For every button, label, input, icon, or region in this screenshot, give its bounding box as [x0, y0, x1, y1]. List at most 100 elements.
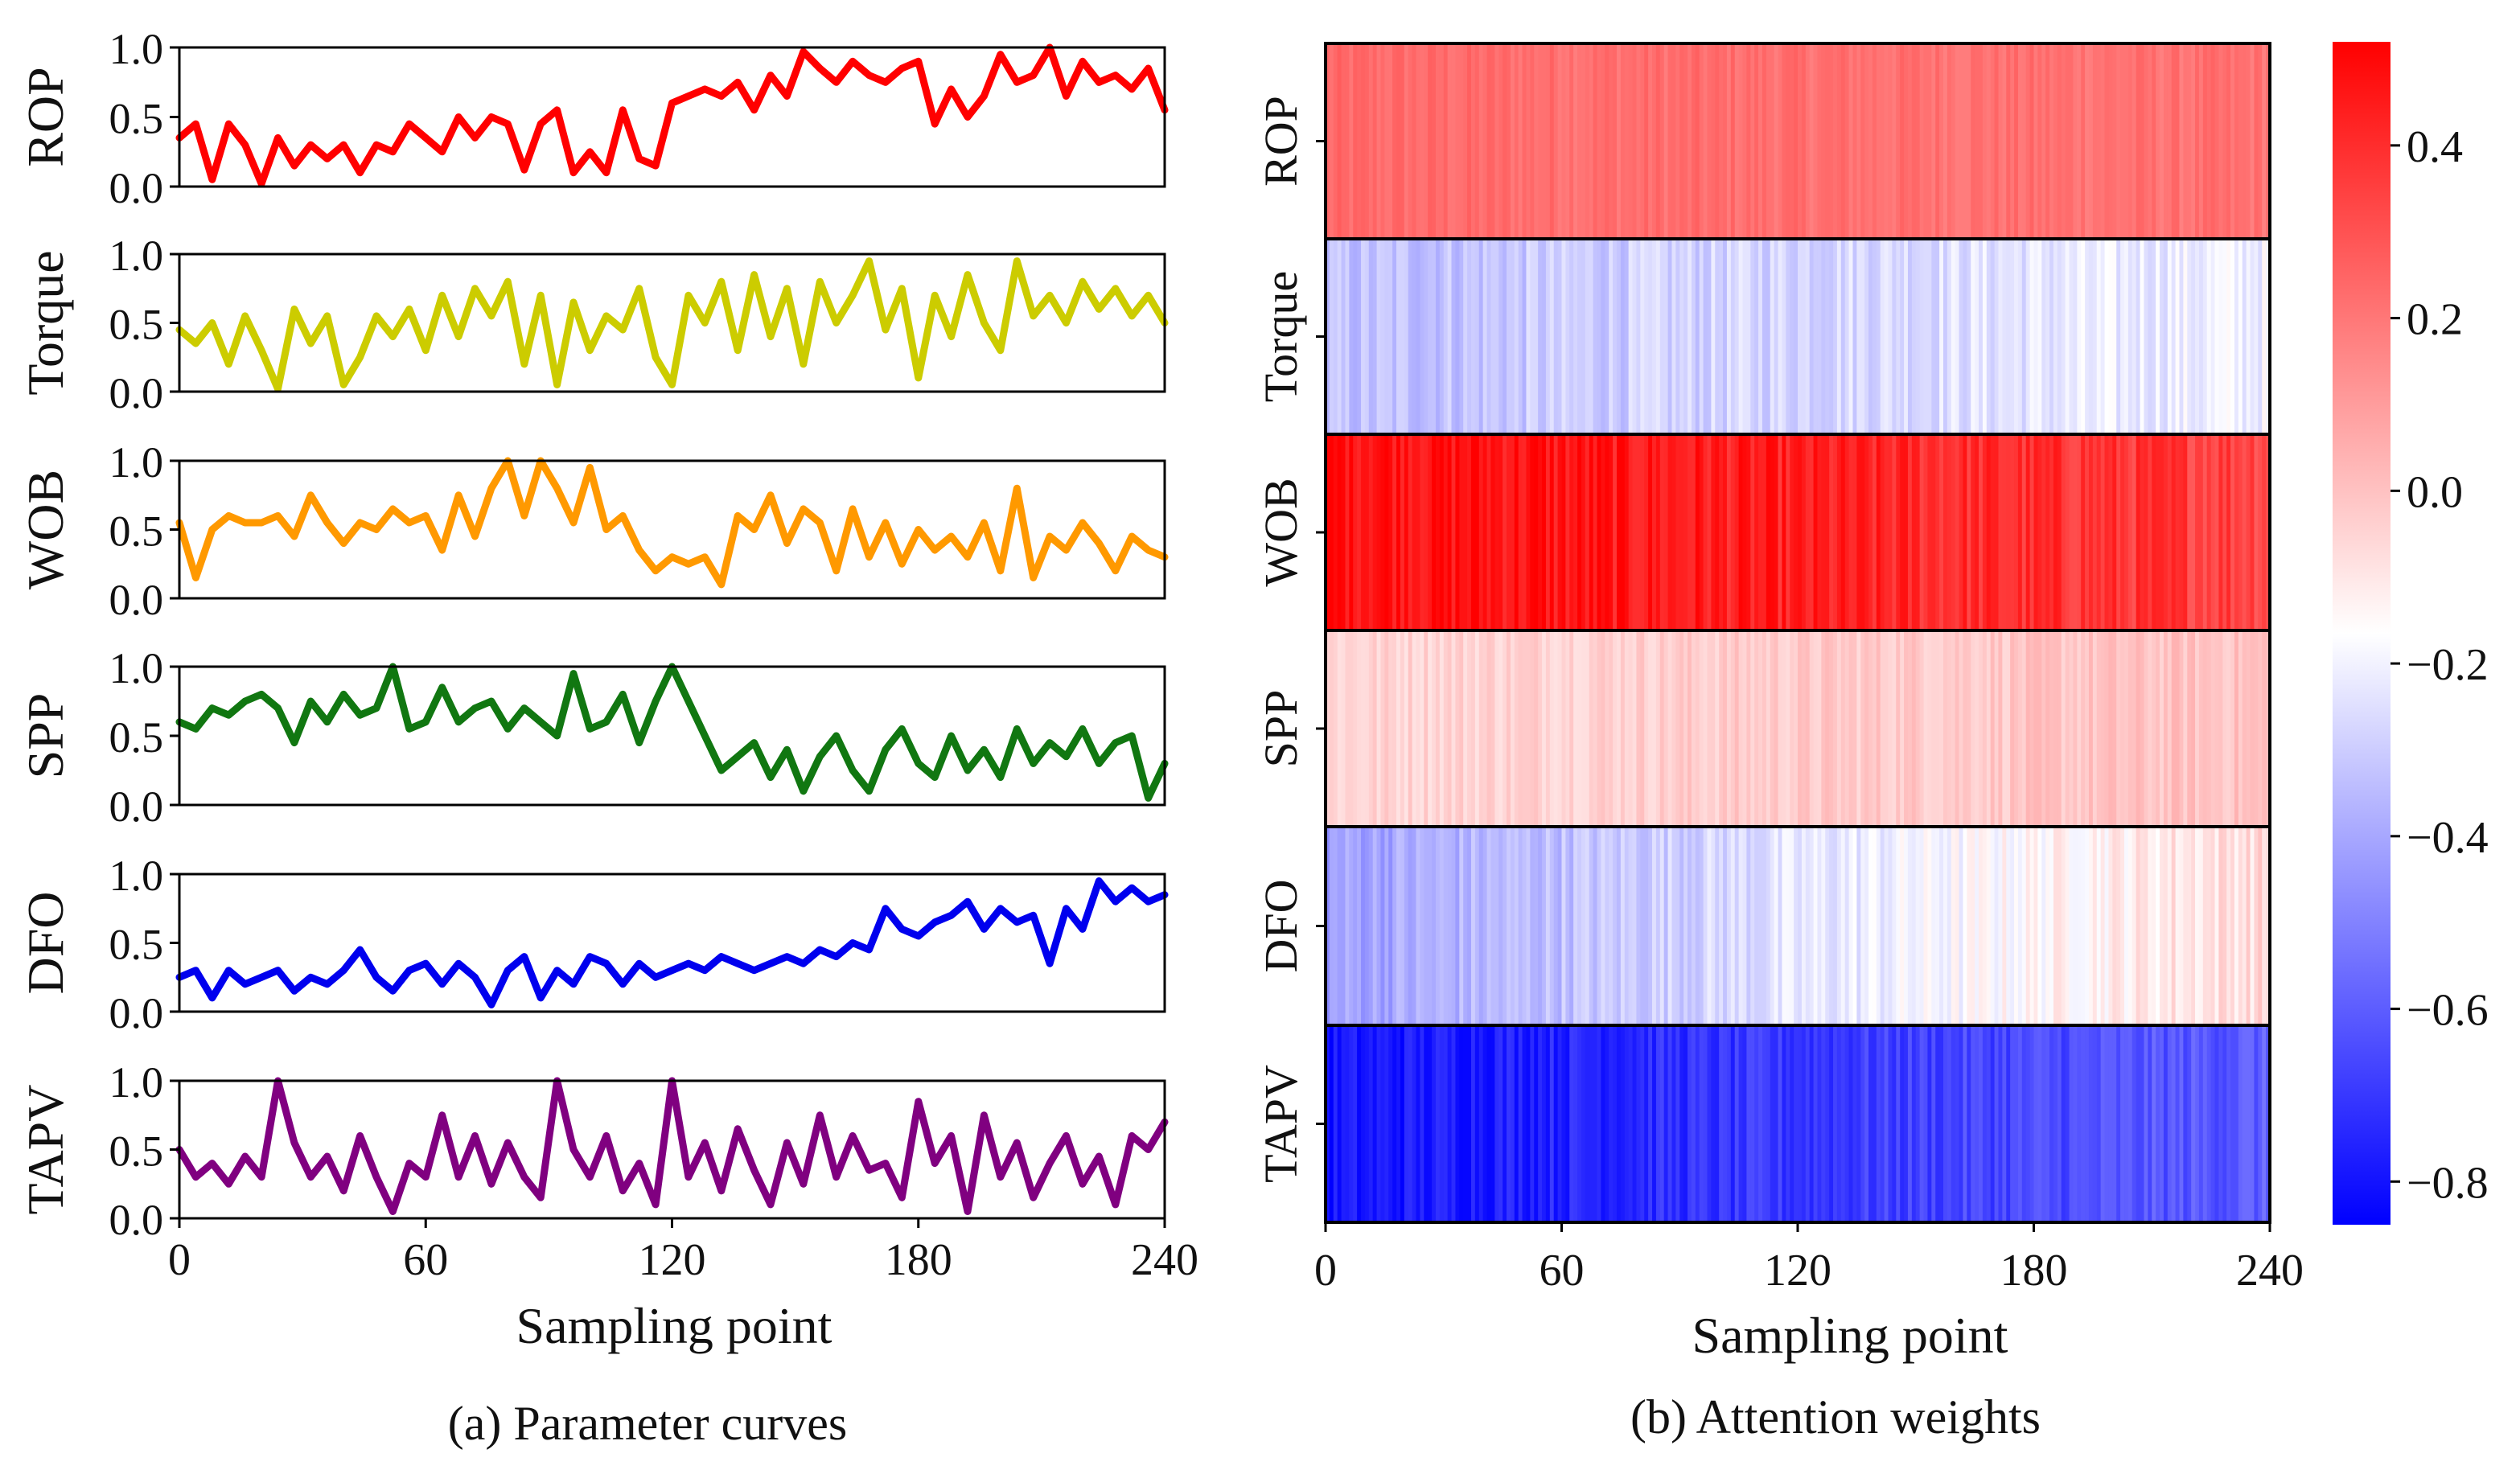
heatmap-cell [1719, 434, 1724, 630]
heatmap-cell [1762, 630, 1767, 827]
heatmap-cell [2195, 43, 2200, 239]
heatmap-cell [2175, 239, 2181, 434]
heatmap-cell [1467, 1025, 1472, 1222]
heatmap-cell [1711, 827, 1716, 1025]
heatmap-cell [1868, 43, 1873, 239]
heatmap-cell [1726, 1025, 1732, 1222]
heatmap-cell [2029, 827, 2035, 1025]
heatmap-cell [1880, 1025, 1885, 1222]
heatmap-cell [1486, 630, 1492, 827]
heatmap-cell [1671, 1025, 1676, 1222]
heatmap-cell [1652, 827, 1657, 1025]
heatmap-cell [2195, 1025, 2200, 1222]
heatmap-cell [1573, 43, 1578, 239]
heatmap-cell [1683, 434, 1688, 630]
heatmap-cell [1770, 434, 1775, 630]
heatmap-cell [2100, 1025, 2106, 1222]
heatmap-cell [1825, 43, 1830, 239]
heatmap-cell [1593, 239, 1598, 434]
heatmap-cell [1577, 43, 1582, 239]
heatmap-cell [1707, 434, 1712, 630]
heatmap-cell [1939, 434, 1944, 630]
heatmap-cell [1463, 43, 1468, 239]
x-tick-label: 120 [1764, 1246, 1831, 1295]
heatmap-cell [1979, 239, 1984, 434]
heatmap-cell [1942, 1025, 1948, 1222]
heatmap-row-tapv: TAPV [1255, 1024, 2271, 1224]
heatmap-cell [1573, 434, 1578, 630]
heatmap-cell [2175, 43, 2181, 239]
heatmap-cell [1663, 1025, 1669, 1222]
heatmap-cell [1628, 434, 1634, 630]
heatmap-cell [1494, 630, 1499, 827]
heatmap-cell [1577, 434, 1582, 630]
heatmap-cell [2029, 43, 2035, 239]
heatmap-cell [2092, 630, 2098, 827]
heatmap-cell [2202, 239, 2208, 434]
heatmap-cell [1337, 43, 1342, 239]
heatmap-cell [2053, 827, 2058, 1025]
heatmap-cell [1428, 1025, 1433, 1222]
heatmap-cell [1872, 827, 1877, 1025]
heatmap-cell [1691, 1025, 1696, 1222]
heatmap-cell [2002, 1025, 2007, 1222]
heatmap-cell [1624, 434, 1630, 630]
colorbar-tick-label: −0.4 [2407, 813, 2489, 863]
heatmap-cell [2222, 827, 2227, 1025]
heatmap-cell [2246, 239, 2251, 434]
heatmap-cell [1432, 43, 1437, 239]
heatmap-cell [1357, 239, 1362, 434]
heatmap-cell [2085, 827, 2090, 1025]
heatmap-cell [1474, 434, 1480, 630]
heatmap-cell [1746, 630, 1751, 827]
heatmap-cell [1364, 434, 1370, 630]
heatmap-cell [1490, 434, 1495, 630]
heatmap-cell [1613, 239, 1618, 434]
heatmap-cell [1396, 239, 1401, 434]
heatmap-cell [1754, 630, 1759, 827]
heatmap-cell [2010, 630, 2015, 827]
heatmap-cell [1904, 630, 1909, 827]
heatmap-cell [1766, 239, 1771, 434]
heatmap-cell [2266, 630, 2271, 827]
heatmap-cell [1900, 827, 1905, 1025]
heatmap-cell [1931, 434, 1936, 630]
heatmap-cell [1758, 434, 1763, 630]
heatmap-cell [1530, 43, 1535, 239]
heatmap-cell [2238, 827, 2243, 1025]
heatmap-cell [1801, 434, 1807, 630]
heatmap-cell [1750, 43, 1755, 239]
heatmap-cell [2002, 630, 2007, 827]
heatmap-cell [1892, 630, 1897, 827]
series-line-rop [175, 43, 1169, 187]
heatmap-cell [1624, 239, 1630, 434]
heatmap-cell [1326, 239, 1330, 434]
x-tick-label: 180 [2000, 1246, 2068, 1295]
heatmap-cell [1659, 43, 1665, 239]
heatmap-cell [1939, 630, 1944, 827]
heatmap-cell [1404, 1025, 1409, 1222]
heatmap-cell [1813, 43, 1819, 239]
heatmap-cell [1758, 239, 1763, 434]
heatmap-cell [1836, 1025, 1842, 1222]
heatmap-cell [1364, 827, 1370, 1025]
heatmap-cell [1805, 434, 1811, 630]
heatmap-cell [1679, 434, 1684, 630]
heatmap-cell [1605, 630, 1609, 827]
heatmap-cell [2120, 43, 2125, 239]
heatmap-cell [1514, 630, 1519, 827]
heatmap-cell [1868, 630, 1873, 827]
heatmap-cell [2210, 434, 2216, 630]
heatmap-cell [2021, 239, 2027, 434]
heatmap-row-wob: WOB [1255, 433, 2271, 632]
heatmap-cell [1404, 43, 1409, 239]
heatmap-cell [1628, 239, 1634, 434]
heatmap-cell [1856, 630, 1861, 827]
heatmap-cell [2124, 43, 2129, 239]
heatmap-cell [1632, 630, 1638, 827]
heatmap-cell [1585, 1025, 1590, 1222]
heatmap-cell [1667, 239, 1673, 434]
heatmap-cell [1762, 1025, 1767, 1222]
heatmap-cell [1424, 630, 1429, 827]
heatmap-cell [2262, 630, 2267, 827]
